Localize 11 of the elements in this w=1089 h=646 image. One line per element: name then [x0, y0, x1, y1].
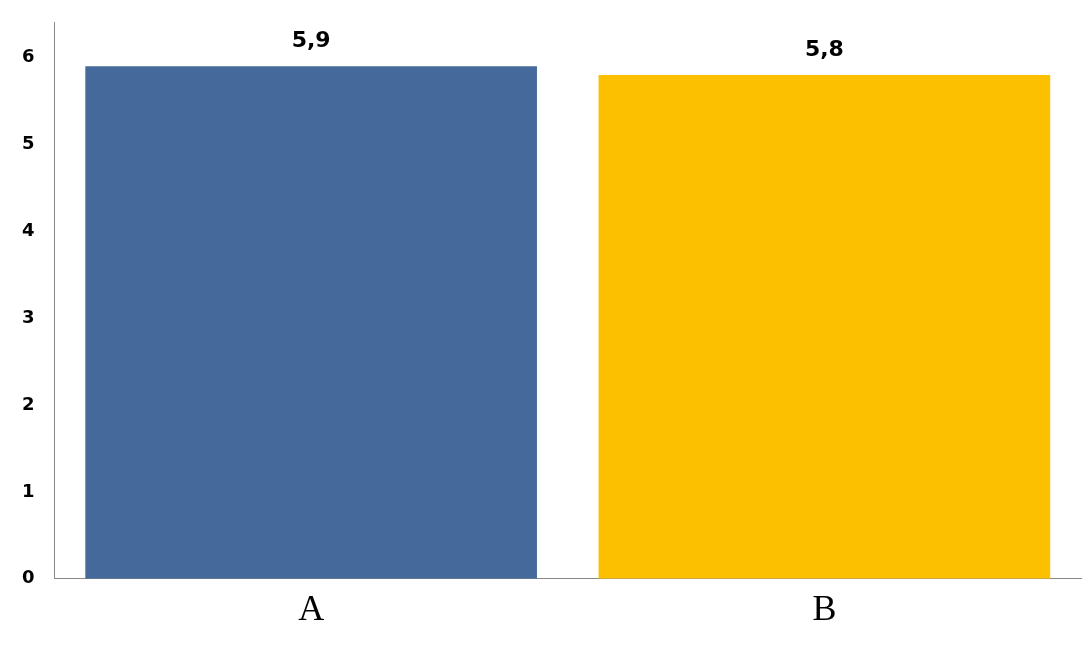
y-tick-label: 1 [21, 479, 35, 501]
y-tick-label: 5 [21, 132, 35, 154]
y-tick-label: 6 [21, 45, 35, 67]
x-tick-label: B [812, 587, 837, 628]
y-tick-label: 2 [21, 392, 35, 414]
data-label: 5,9 [291, 26, 331, 52]
y-tick-label: 4 [21, 218, 35, 240]
y-tick-label: 3 [21, 305, 35, 327]
y-tick-label: 0 [21, 566, 35, 588]
data-label: 5,8 [804, 35, 844, 61]
x-tick-label: A [298, 587, 325, 628]
